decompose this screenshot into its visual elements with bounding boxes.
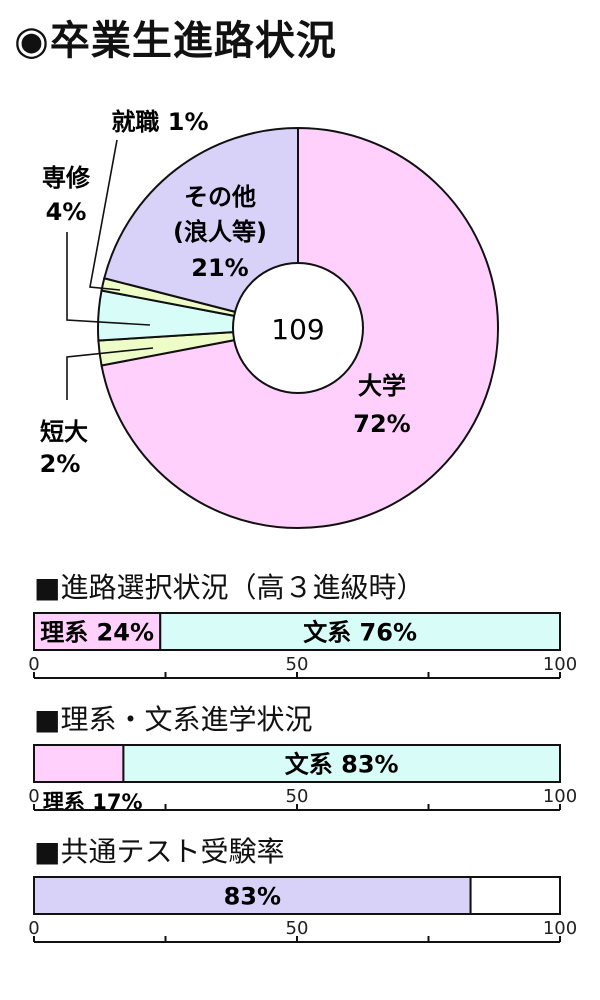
page-title: ◉卒業生進路状況 [14,18,337,64]
axis-2-tick-label-50: 50 [286,918,309,939]
axis-2-tick-label-0: 0 [28,918,39,939]
leader-line-tandai [66,347,154,400]
center-label: 109 [271,313,324,346]
bar-1-label-1: 文系 83% [285,751,399,779]
slice-label-tandai-name: 短大 [40,418,88,446]
axis-1-tick-label-100: 100 [543,786,577,807]
bar-2-segment-0 [33,876,472,915]
bar-2-segment-1 [469,876,561,915]
section-title-course-selection: ■進路選択状況（高３進級時） [34,571,425,604]
axis-1-tick-label-0: 0 [28,786,39,807]
slice-label-senshu-name: 専修 [42,164,91,192]
leader-line-senshu [66,232,151,326]
slice-label-other-value: 21% [191,254,248,282]
section-title-common-test: ■共通テスト受験率 [34,835,285,868]
axis-0-tick-label-0: 0 [28,654,39,675]
axis-2-tick-label-100: 100 [543,918,577,939]
bar-1-segment-1 [122,744,561,783]
section-title-science-humanities: ■理系・文系進学状況 [34,703,313,736]
axis-0-tick-label-50: 50 [286,654,309,675]
pie-slice-4 [103,126,299,330]
bar-0-label-1: 文系 76% [303,619,417,647]
slice-label-senshu-value: 4% [46,198,87,226]
slice-label-other-sub: (浪人等) [173,218,267,246]
leader-line-shushoku [89,139,121,291]
slice-label-daigaku-name: 大学 [358,372,406,400]
bar-0-segment-1 [159,612,562,651]
donut-hole [232,262,364,394]
bar-1-segment-0 [33,744,125,783]
slice-label-tandai-value: 2% [40,450,81,478]
axis-0-tick-label-100: 100 [543,654,577,675]
axis-1-tick-label-50: 50 [286,786,309,807]
slice-label-other-name: その他 [184,183,256,211]
slice-label-daigaku-value: 72% [353,410,410,438]
bar-2-label-0: 83% [224,883,281,911]
slice-label-shushoku: 就職 1% [111,108,208,136]
bar-0-label-0: 理系 24% [40,619,154,647]
